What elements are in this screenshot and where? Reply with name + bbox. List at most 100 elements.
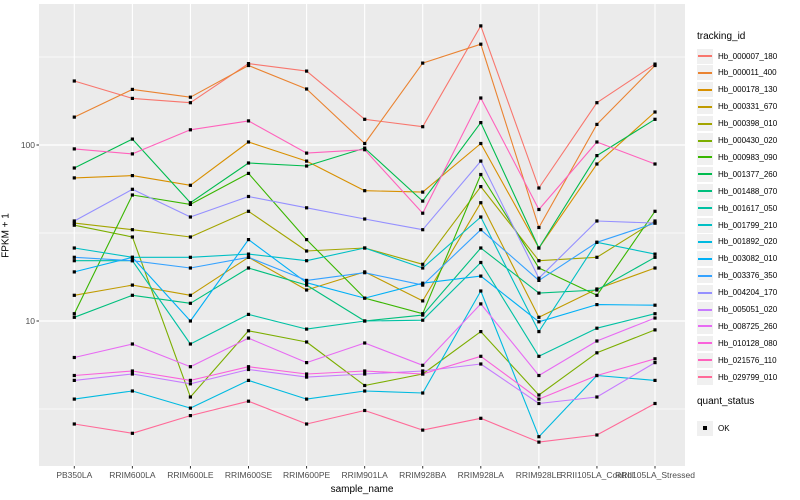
data-point-marker: [305, 164, 309, 168]
legend-entry-Hb_005051_020: Hb_005051_020: [697, 302, 777, 318]
data-point-marker: [653, 401, 657, 406]
data-point-marker: [595, 162, 599, 166]
legend-entry-Hb_001892_020: Hb_001892_020: [697, 234, 777, 250]
legend-key-line-icon: [697, 99, 713, 115]
data-point-marker: [653, 162, 657, 166]
legend-entry-Hb_001799_210: Hb_001799_210: [697, 217, 777, 233]
data-point-marker: [421, 363, 425, 367]
data-point-marker: [421, 372, 425, 376]
data-point-marker: [363, 408, 367, 413]
data-point-marker: [479, 185, 483, 189]
data-point-marker: [130, 152, 134, 156]
data-point-marker: [246, 194, 251, 199]
y-axis-title: FPKM + 1: [0, 213, 12, 258]
x-tick-label-RRIM600SE: RRIM600SE: [224, 470, 273, 480]
data-point-marker: [595, 303, 599, 307]
data-point-marker: [421, 125, 425, 129]
data-point-marker: [421, 391, 425, 395]
x-tick-label-RRIM928BA: RRIM928BA: [399, 470, 447, 480]
data-point-marker: [188, 215, 192, 219]
data-point-marker: [653, 303, 657, 307]
data-point-marker: [72, 315, 76, 319]
data-point-marker: [479, 141, 483, 146]
data-point-marker: [479, 260, 483, 265]
data-point-marker: [305, 422, 309, 426]
data-point-marker: [188, 255, 192, 259]
data-point-marker: [421, 266, 425, 270]
data-point-marker: [188, 395, 192, 399]
data-point-marker: [363, 389, 367, 393]
legend-key-line-icon: [697, 166, 713, 182]
data-point-marker: [72, 259, 76, 263]
data-point-marker: [72, 378, 76, 382]
data-point-marker: [305, 340, 309, 344]
data-point-marker: [72, 115, 76, 119]
data-point-marker: [246, 255, 251, 259]
legend-entry-Hb_000331_670: Hb_000331_670: [697, 99, 777, 115]
data-point-marker: [595, 339, 599, 343]
data-point-marker: [130, 255, 134, 259]
x-tick-label-RRII105LA_Control: RRII105LA_Control: [560, 470, 634, 480]
data-point-marker: [653, 252, 657, 256]
data-point-marker: [72, 223, 76, 227]
data-point-marker: [246, 161, 251, 165]
data-point-marker: [246, 399, 251, 403]
x-tick-label-RRIM600LE: RRIM600LE: [167, 470, 214, 480]
data-point-marker: [305, 278, 309, 282]
data-point-marker: [305, 206, 309, 210]
data-point-marker: [595, 255, 599, 259]
data-point-marker: [188, 101, 192, 105]
legend-key-line-icon: [697, 251, 713, 267]
data-point-marker: [72, 312, 76, 316]
legend-entry-Hb_000398_010: Hb_000398_010: [697, 116, 777, 132]
data-point-marker: [188, 183, 192, 187]
data-point-marker: [188, 235, 192, 239]
legend-label: Hb_000398_010: [718, 119, 778, 129]
legend-entry-Hb_001377_260: Hb_001377_260: [697, 166, 777, 182]
legend-key-line-icon: [697, 352, 713, 368]
data-point-marker: [537, 373, 541, 378]
legend-label: Hb_021576_110: [718, 355, 777, 365]
data-point-marker: [130, 293, 134, 297]
legend-entry-Hb_021576_110: Hb_021576_110: [697, 352, 777, 368]
data-point-marker: [130, 372, 134, 376]
data-point-marker: [72, 246, 76, 250]
data-point-marker: [363, 319, 367, 323]
legend-key-line-icon: [697, 335, 713, 351]
data-point-marker: [130, 283, 134, 287]
data-point-marker: [479, 302, 483, 306]
legend-label: Hb_003376_350: [718, 271, 778, 281]
plot-panel: [39, 4, 685, 466]
data-point-marker: [305, 288, 309, 292]
legend-label: Hb_010128_080: [718, 338, 778, 348]
data-point-marker: [595, 351, 599, 355]
data-point-marker: [188, 95, 192, 99]
data-point-marker: [363, 148, 367, 152]
data-point-marker: [595, 240, 599, 244]
data-point-marker: [479, 201, 483, 205]
data-point-marker: [246, 378, 251, 382]
data-point-marker: [653, 378, 657, 382]
legend-title-quant-status: quant_status: [697, 396, 755, 407]
data-point-marker: [72, 79, 76, 83]
data-point-marker: [246, 266, 251, 270]
legend-key-line-icon: [697, 82, 713, 98]
x-tick-label-RRIM600PE: RRIM600PE: [282, 470, 331, 480]
data-point-marker: [246, 329, 251, 333]
data-point-marker: [188, 293, 192, 297]
legend-label: Hb_004204_170: [718, 288, 778, 298]
data-point-marker: [188, 202, 192, 206]
data-point-marker: [479, 159, 483, 163]
legend-label: Hb_001799_210: [718, 220, 778, 230]
legend-label-ok: OK: [718, 423, 730, 433]
legend-label: Hb_000430_020: [718, 136, 778, 145]
x-tick-label-RRII105LA_Stressed: RRII105LA_Stressed: [615, 470, 695, 480]
data-point-marker: [363, 217, 367, 221]
legend-label: Hb_000983_090: [718, 152, 778, 162]
x-tick-label-RRIM928LE: RRIM928LE: [515, 470, 563, 480]
data-point-marker: [479, 362, 483, 366]
data-point-marker: [130, 87, 134, 91]
data-point-marker: [130, 187, 134, 191]
legend-key-line-icon: [697, 200, 713, 216]
